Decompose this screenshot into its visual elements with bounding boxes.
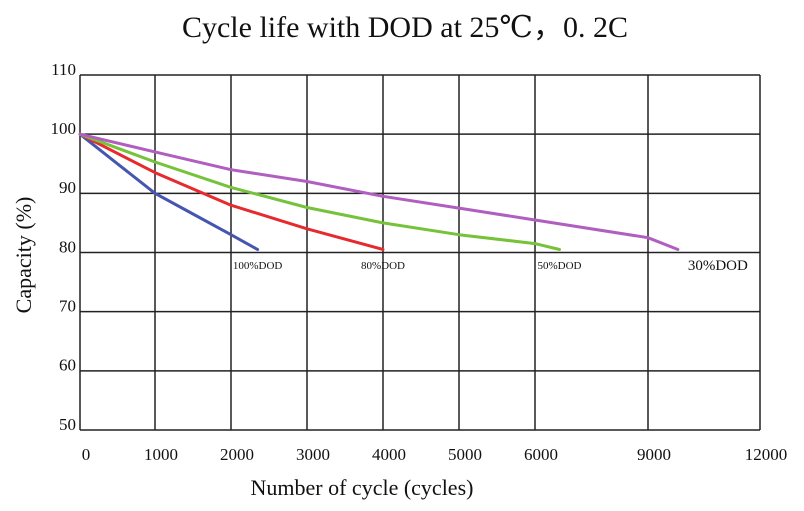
x-tick-label: 6000 xyxy=(524,445,558,464)
x-tick-label: 9000 xyxy=(637,445,671,464)
chart-title: Cycle life with DOD at 25℃，0. 2C xyxy=(182,11,628,44)
y-tick-label: 70 xyxy=(59,297,76,316)
y-tick-label: 50 xyxy=(59,415,76,434)
y-tick-label: 110 xyxy=(51,60,76,79)
x-tick-label: 0 xyxy=(82,445,91,464)
y-tick-label: 100 xyxy=(51,119,77,138)
x-tick-label: 2000 xyxy=(220,445,254,464)
y-tick-label: 80 xyxy=(59,237,76,256)
x-tick-label: 4000 xyxy=(372,445,406,464)
x-tick-label: 5000 xyxy=(448,445,482,464)
series-label: 30%DOD xyxy=(688,258,748,274)
series-label: 50%DOD xyxy=(537,260,581,272)
series-label: 100%DOD xyxy=(233,260,283,272)
series-line xyxy=(78,132,561,251)
y-axis-title: Capacity (%) xyxy=(11,197,36,314)
x-tick-label: 12000 xyxy=(745,445,788,464)
series-line xyxy=(78,132,680,251)
x-axis-title: Number of cycle (cycles) xyxy=(251,475,474,500)
x-tick-label: 3000 xyxy=(296,445,330,464)
y-tick-label: 60 xyxy=(59,356,76,375)
series-line xyxy=(78,132,260,251)
series-line xyxy=(78,132,385,251)
y-tick-label: 90 xyxy=(59,178,76,197)
x-tick-label: 1000 xyxy=(144,445,178,464)
series-label: 80%DOD xyxy=(361,260,405,272)
